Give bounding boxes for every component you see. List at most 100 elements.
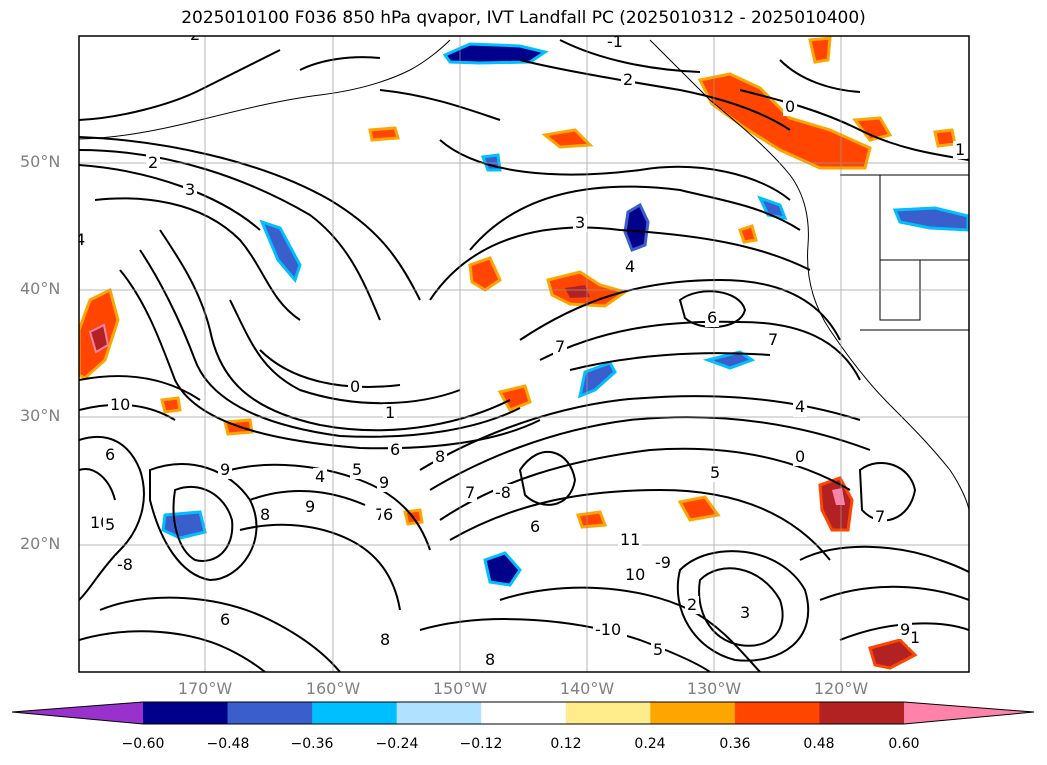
contour-line: [99, 596, 341, 672]
contour-label: 7: [555, 337, 565, 356]
contour-label-bg: [108, 396, 132, 414]
contour-line: [229, 463, 431, 551]
contour-label: 4: [75, 230, 85, 249]
contour-label: 1: [955, 140, 965, 159]
contour-label-bg: [793, 448, 807, 466]
contour-line: [229, 299, 461, 405]
lat-label-30: 30°N: [20, 406, 61, 425]
contour-label-bg: [218, 461, 232, 479]
contour-label: 7: [375, 505, 385, 524]
positive-anomaly-blob: [468, 256, 502, 292]
lon-label-130w: 130°W: [686, 679, 742, 698]
contour-label: 1: [385, 403, 395, 422]
contour-label-bg: [618, 531, 642, 549]
contour-line: [539, 320, 861, 381]
colorbar-segment: [396, 702, 482, 724]
contour-label-bg: [528, 518, 542, 536]
negative-anomaly-blob: [577, 361, 617, 399]
contour-label: 5: [710, 463, 720, 482]
contour-label-bg: [218, 611, 232, 629]
positive-anomaly-blob: [868, 638, 918, 670]
contour-label-bg: [593, 621, 627, 639]
graticule: [79, 36, 969, 672]
contour-label: 6: [383, 505, 393, 524]
colorbar-tick-label: −0.12: [459, 736, 503, 752]
contour-line: [519, 278, 841, 341]
colorbar-segment: [565, 702, 651, 724]
colorbar-tick-label: 0.24: [634, 736, 666, 752]
negative-anomaly-blob: [757, 195, 788, 220]
colorbar-segment: [650, 702, 736, 724]
colorbar-segment: [143, 702, 229, 724]
contour-label-bg: [651, 641, 665, 659]
contour-label-bg: [115, 556, 139, 574]
contour-line: [559, 39, 701, 73]
bc-coastline: [649, 39, 969, 511]
positive-anomaly-blob: [541, 128, 594, 149]
colorbar-tick-label: −0.36: [290, 736, 334, 752]
contour-line: [739, 89, 969, 161]
positive-anomaly-blob: [160, 396, 182, 414]
contour-label: 5: [352, 460, 362, 479]
contour-label-bg: [433, 448, 447, 466]
contour-label-bg: [183, 181, 197, 199]
contour-label-bg: [348, 378, 362, 396]
contour-line: [79, 164, 261, 231]
contour-label: 4: [795, 397, 805, 416]
contour-line: [249, 489, 366, 506]
contour-label: 8: [435, 447, 445, 466]
contour-label: 6: [707, 308, 717, 327]
contour-label-bg: [79, 231, 87, 249]
contour-label-bg: [623, 566, 647, 584]
contour-label: 2: [148, 153, 158, 172]
contour-line: [379, 89, 501, 121]
contour-label: 10: [110, 395, 130, 414]
contour-line: [569, 352, 771, 371]
contour-label: 9: [900, 620, 910, 639]
contour-layer: [79, 39, 969, 672]
colorbar-segment: [734, 702, 820, 724]
positive-anomaly-blob: [88, 323, 110, 354]
contour-label: 8: [380, 630, 390, 649]
contour-label: 7: [875, 507, 885, 526]
contour-label-bg: [708, 464, 722, 482]
colorbar-tick-label: 0.36: [719, 736, 751, 752]
contour-line: [172, 485, 234, 562]
contour-line: [676, 550, 810, 662]
contour-label-bg: [953, 141, 967, 159]
contour-label: 5: [653, 640, 663, 659]
colorbar-tick-label: −0.60: [121, 736, 165, 752]
negative-anomaly-blob: [623, 202, 650, 252]
contour-label-bg: [621, 71, 635, 89]
lon-label-140w: 140°W: [559, 679, 615, 698]
lon-label-120w: 120°W: [813, 679, 869, 698]
contour-line: [469, 185, 801, 251]
contour-label-bg: [103, 516, 117, 534]
contour-label-bg: [377, 474, 391, 492]
contour-label: 6: [105, 445, 115, 464]
contour-line: [119, 269, 541, 450]
contour-labels: 2342012-103467610176548910871098-10-9-81…: [75, 36, 967, 669]
contour-label-bg: [381, 506, 395, 524]
contour-label: -8: [117, 555, 133, 574]
lat-label-50: 50°N: [20, 152, 61, 171]
positive-anomaly-blob: [933, 128, 957, 148]
colorbar-tick-label: 0.48: [803, 736, 835, 752]
positive-anomaly-blob: [368, 126, 400, 142]
contour-label-bg: [623, 258, 637, 276]
contour-label: 2: [623, 70, 633, 89]
map-frame: [78, 35, 970, 673]
contour-label: 7: [768, 330, 778, 349]
contour-label: -8: [495, 483, 511, 502]
contour-label-bg: [553, 338, 567, 356]
positive-anomaly-blob: [738, 224, 758, 244]
contour-line: [779, 59, 861, 93]
contour-label: 9: [220, 460, 230, 479]
colorbar-segment: [481, 702, 567, 724]
contour-line: [239, 523, 401, 611]
lat-label-40: 40°N: [20, 279, 61, 298]
negative-anomaly-blob: [483, 551, 522, 587]
contour-label: 11: [620, 530, 640, 549]
contour-label: 3: [575, 213, 585, 232]
colorbar-outline: [11, 701, 1035, 725]
